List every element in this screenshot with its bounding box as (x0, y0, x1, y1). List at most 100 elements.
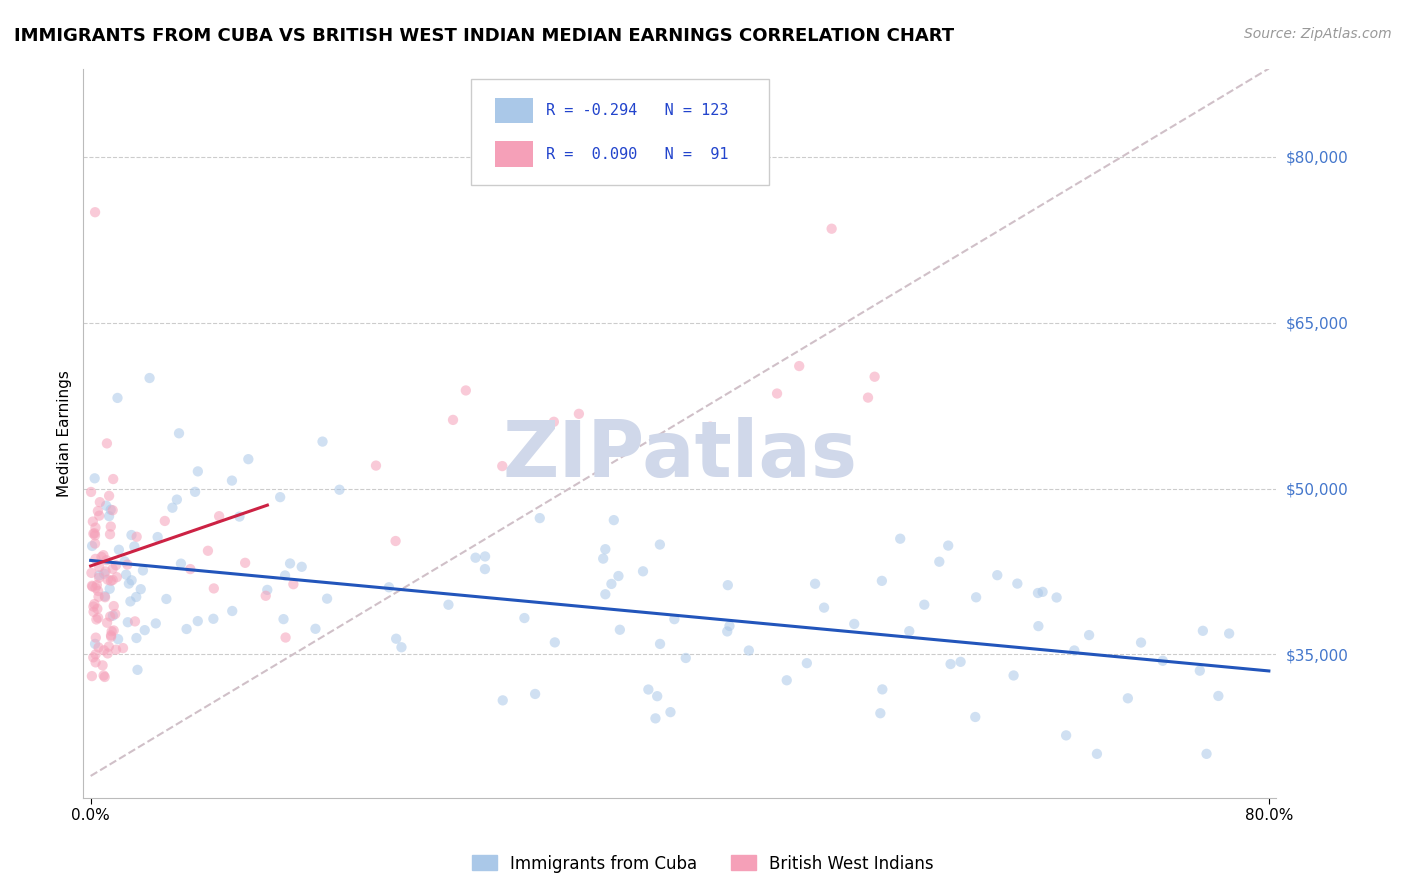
Point (202, 582, 225, 596)
Point (813, 600, 835, 615)
Point (98, 509, 121, 524)
Point (664, 612, 686, 626)
Point (107, 391, 129, 405)
Point (1054, 728, 1077, 742)
Point (82, 580, 104, 594)
Point (1116, 691, 1139, 706)
Point (228, 509, 250, 524)
Point (898, 624, 921, 639)
Point (645, 689, 668, 703)
Point (197, 543, 219, 558)
Point (364, 458, 387, 473)
Point (101, 573, 124, 587)
Point (1002, 668, 1025, 682)
Point (274, 631, 297, 645)
Point (644, 711, 666, 725)
Point (103, 599, 125, 613)
Point (87, 590, 110, 604)
Bar (495, 142, 533, 167)
Point (889, 532, 911, 546)
Point (202, 612, 225, 626)
Point (82, 526, 104, 541)
Point (90, 549, 112, 564)
Point (603, 513, 626, 527)
Point (543, 415, 565, 429)
Point (738, 643, 761, 657)
Point (86, 578, 108, 592)
Point (492, 693, 515, 707)
Point (437, 598, 460, 612)
Point (278, 557, 301, 571)
Point (1026, 586, 1049, 600)
Point (821, 221, 844, 235)
Point (233, 556, 256, 570)
Point (787, 359, 810, 373)
Point (776, 673, 799, 688)
Point (155, 591, 177, 606)
Point (105, 642, 128, 657)
Point (93, 566, 115, 581)
Point (1188, 664, 1211, 678)
Point (124, 540, 146, 554)
Point (949, 655, 972, 669)
Point (208, 509, 231, 524)
Point (513, 611, 536, 625)
Point (221, 474, 243, 488)
Point (965, 591, 987, 605)
Point (474, 562, 496, 576)
Point (607, 569, 630, 583)
Point (100, 574, 122, 588)
Point (105, 558, 128, 573)
Point (84, 656, 107, 670)
Point (637, 682, 659, 697)
Point (328, 483, 350, 497)
Point (179, 562, 201, 576)
FancyBboxPatch shape (471, 79, 769, 186)
Point (274, 568, 297, 582)
Point (1032, 585, 1054, 599)
Point (1195, 747, 1218, 761)
Point (96, 553, 118, 567)
Point (804, 576, 827, 591)
Point (121, 528, 143, 542)
Point (153, 514, 176, 528)
Point (100, 519, 122, 533)
Point (544, 635, 567, 649)
Point (96, 436, 118, 450)
Point (869, 706, 891, 721)
Point (115, 567, 138, 582)
Point (125, 631, 148, 645)
Point (187, 464, 209, 478)
Point (965, 710, 987, 724)
Point (699, 419, 721, 434)
Text: R =  0.090   N =  91: R = 0.090 N = 91 (546, 147, 728, 162)
Point (94, 591, 117, 605)
Point (1007, 576, 1029, 591)
Point (97, 640, 120, 654)
Point (132, 564, 155, 578)
Point (912, 598, 935, 612)
Point (872, 682, 894, 697)
Point (378, 580, 401, 594)
Point (89, 495, 111, 509)
Point (98, 489, 121, 503)
Point (117, 558, 139, 572)
Point (1078, 628, 1101, 642)
Point (316, 591, 339, 606)
Point (84, 637, 107, 651)
Point (100, 502, 122, 516)
Point (98, 609, 121, 624)
Point (675, 651, 697, 665)
Point (96, 615, 118, 630)
Point (609, 623, 631, 637)
Point (1152, 654, 1174, 668)
Point (82, 515, 104, 529)
Point (568, 407, 591, 421)
Point (718, 619, 741, 633)
Point (100, 630, 122, 644)
Point (111, 641, 134, 656)
Point (101, 503, 124, 517)
Point (146, 530, 169, 544)
Point (83, 597, 105, 611)
Point (101, 608, 124, 623)
